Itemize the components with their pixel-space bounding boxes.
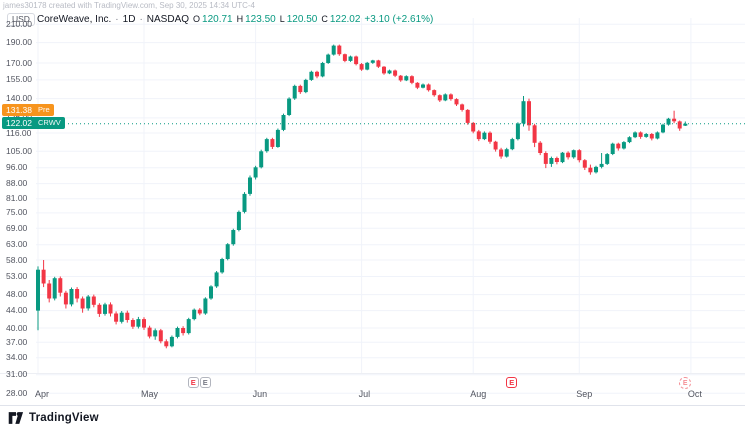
candlestick-chart[interactable]	[0, 0, 745, 405]
price-tick-label: 63.00	[6, 239, 28, 250]
price-tick-label: 31.00	[6, 369, 28, 380]
time-tick-label: May	[141, 389, 159, 399]
price-tick-label: 81.00	[6, 193, 28, 204]
high-value: 123.50	[245, 14, 276, 25]
price-tick-label: 48.00	[6, 289, 28, 300]
time-tick-label: Oct	[687, 389, 702, 399]
change-value: +3.10 (+2.61%)	[364, 14, 434, 25]
price-tick-label: 40.00	[6, 322, 28, 333]
legend-separator: ·	[139, 14, 143, 25]
ohlc-low: L 120.50	[279, 14, 318, 25]
watermark-text: james30178 created with TradingView.com,…	[3, 1, 255, 10]
time-tick-label: Jul	[358, 389, 371, 399]
price-tick-label: 140.00	[6, 93, 32, 104]
pre-market-price: 131.38	[6, 104, 32, 115]
earnings-icon[interactable]: E	[187, 377, 199, 388]
legend-separator: ·	[115, 14, 119, 25]
pre-market-price-badge[interactable]: 131.38 Pre	[2, 103, 54, 116]
earnings-marker[interactable]: E	[506, 377, 518, 388]
exchange-label: NASDAQ	[146, 14, 190, 25]
price-tick-label: 58.00	[6, 254, 28, 265]
last-price: 122.02	[6, 118, 32, 129]
price-tick-label: 75.00	[6, 207, 28, 218]
tradingview-logo[interactable]	[8, 411, 24, 425]
time-tick-label: Apr	[35, 389, 50, 399]
time-tick-label: Sep	[576, 389, 593, 399]
earnings-icon[interactable]: E	[506, 377, 518, 388]
price-tick-label: 210.00	[6, 18, 32, 29]
open-value: 120.71	[202, 14, 233, 25]
symbol-legend[interactable]: CoreWeave, Inc. · 1D · NASDAQ O 120.71 H…	[37, 14, 433, 25]
price-tick-label: 155.00	[6, 74, 32, 85]
price-tick-label: 170.00	[6, 57, 32, 68]
price-tick-label: 44.00	[6, 305, 28, 316]
ohlc-high: H 123.50	[236, 14, 276, 25]
ohlc-close: C 122.02	[321, 14, 361, 25]
earnings-icon[interactable]: E	[199, 377, 211, 388]
price-tick-label: 34.00	[6, 352, 28, 363]
price-tick-label: 116.00	[6, 127, 32, 138]
price-tick-label: 105.00	[6, 145, 32, 156]
upcoming-earnings-marker[interactable]: E	[679, 377, 692, 389]
low-value: 120.50	[286, 14, 318, 25]
interval-label[interactable]: 1D	[122, 14, 136, 25]
brand-name[interactable]: TradingView	[29, 411, 99, 424]
ohlc-open: O 120.71	[193, 14, 233, 25]
symbol-name[interactable]: CoreWeave, Inc.	[37, 14, 112, 25]
price-tick-label: 28.00	[6, 387, 28, 398]
price-tick-label: 96.00	[6, 162, 28, 173]
price-tick-label: 69.00	[6, 222, 28, 233]
price-tick-label: 88.00	[6, 178, 28, 189]
price-tick-label: 53.00	[6, 271, 28, 281]
price-tick-label: 37.00	[6, 336, 28, 347]
price-tick-label: 190.00	[6, 37, 32, 48]
time-tick-label: Jun	[252, 389, 268, 399]
time-tick-label: Aug	[470, 389, 487, 399]
upcoming-earnings-icon[interactable]: E	[679, 377, 692, 389]
footer-bar: TradingView	[0, 405, 745, 429]
last-price-badge[interactable]: 122.02 CRWV	[2, 117, 65, 130]
close-value: 122.02	[329, 14, 361, 25]
ticker-label: CRWV	[38, 118, 61, 128]
pre-market-label: Pre	[38, 104, 50, 114]
currency-unit-button[interactable]: USD	[7, 13, 35, 26]
